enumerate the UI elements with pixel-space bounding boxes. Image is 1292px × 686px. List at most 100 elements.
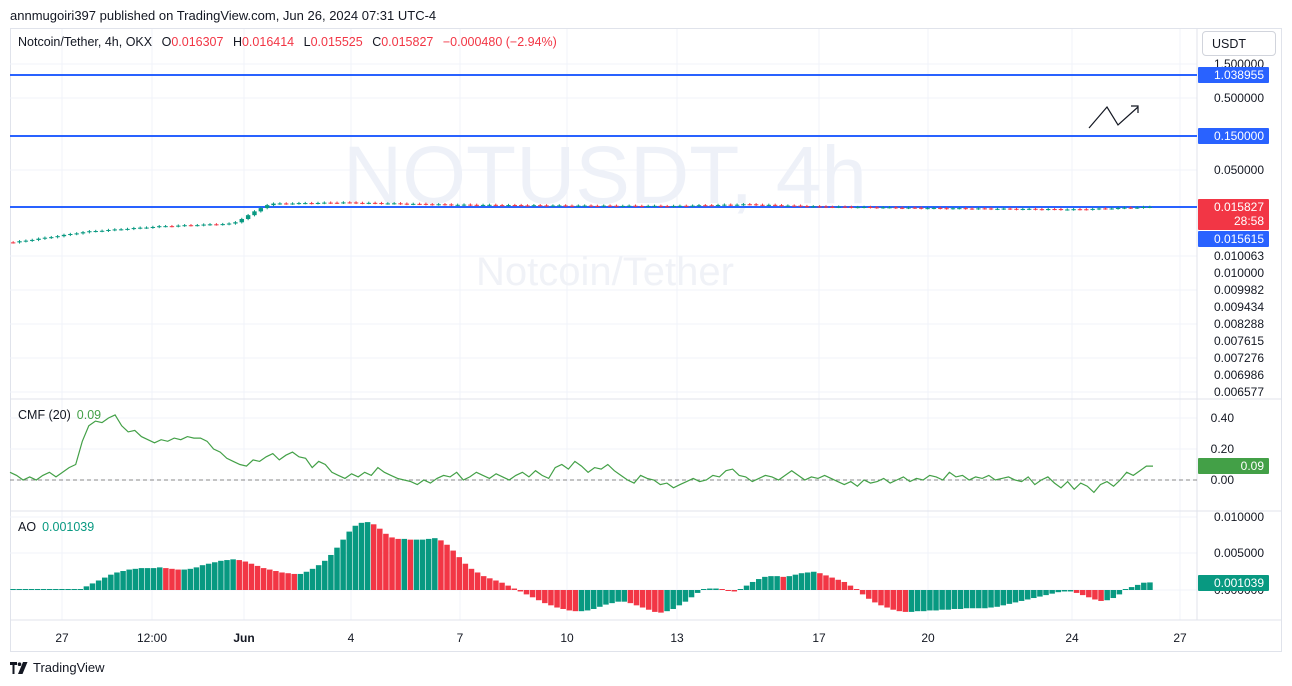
candle-body (461, 204, 467, 206)
ao-bar (401, 538, 407, 590)
ao-bar (242, 561, 249, 590)
candle-body (696, 205, 702, 207)
ao-bar (1141, 582, 1147, 590)
ao-bar (1006, 590, 1013, 604)
candle-body (741, 204, 746, 206)
ao-bar (163, 568, 169, 590)
ao-bar (138, 568, 145, 590)
ao-bar (835, 579, 841, 590)
ao-bar (725, 590, 731, 591)
ao-bar (792, 574, 799, 590)
ao-bar (829, 577, 835, 590)
ao-bar (309, 568, 316, 590)
previous-close-badge: 0.015615 (1198, 231, 1269, 247)
ao-bar (963, 590, 970, 609)
high-value: 0.016414 (241, 35, 295, 49)
candle-body (639, 205, 645, 207)
ao-bar (193, 567, 200, 590)
ao-bar (487, 578, 493, 590)
ao-bar (737, 589, 744, 590)
candle-body (372, 202, 378, 204)
ao-bar (254, 565, 261, 590)
time-axis[interactable]: 27 12:00 Jun 4 7 10 13 17 20 24 27 (55, 631, 1187, 645)
ao-legend[interactable]: AO 0.001039 (18, 520, 94, 534)
candle-body (1122, 207, 1127, 209)
ao-bar (890, 590, 896, 610)
time-tick-label: 7 (457, 631, 464, 645)
cmf-legend[interactable]: CMF (20) 0.09 (18, 408, 101, 422)
ao-bar (175, 569, 181, 590)
candle-body (150, 226, 156, 228)
candle-body (42, 237, 48, 239)
ao-bar (425, 538, 432, 590)
ao-bar (762, 576, 768, 590)
ao-bar (621, 590, 628, 602)
candle-body (1033, 208, 1038, 210)
ao-bar (340, 539, 346, 590)
ao-bar (633, 590, 640, 606)
cmf-tick-label: 0.40 (1211, 411, 1235, 425)
ao-bar (566, 590, 573, 611)
ao-bar (994, 590, 1000, 607)
chart-frame (10, 28, 1282, 652)
cmf-value-badge: 0.09 (1198, 458, 1269, 474)
ao-bar (199, 565, 206, 590)
candle-body (99, 230, 105, 232)
candle-body (855, 207, 860, 209)
ao-bar (1049, 590, 1055, 594)
ao-bar (700, 589, 707, 590)
ao-bar (285, 573, 291, 590)
ao-bar (456, 557, 463, 590)
price-tick-label: 0.010063 (1214, 249, 1264, 263)
candle-body (988, 208, 994, 210)
ao-bar (884, 590, 890, 608)
ao-bar (65, 589, 71, 590)
ao-value-badge: 0.001039 (1198, 575, 1269, 591)
candle-body (163, 226, 168, 228)
chart-grid (10, 29, 1197, 620)
candle-body (182, 225, 187, 227)
ao-bar (1067, 590, 1074, 592)
candle-body (811, 206, 816, 208)
ao-bar (212, 562, 218, 590)
candle-body (626, 205, 632, 207)
ao-bar (731, 590, 738, 592)
trend-arrow-icon[interactable] (1088, 105, 1139, 129)
tradingview-logo[interactable]: TradingView (10, 660, 105, 675)
price-axis[interactable]: 1.5000000.5000000.0500000.0100630.010000… (1214, 57, 1264, 399)
candle-body (1001, 208, 1006, 210)
symbol-name[interactable]: Notcoin/Tether, 4h, OKX (18, 35, 153, 49)
ao-bar (395, 538, 401, 590)
ao-bar (230, 559, 236, 590)
price-badge-mid-line: 0.150000 (1198, 128, 1269, 144)
candle-body (480, 204, 486, 206)
ao-bar (1012, 590, 1019, 603)
candle-body (722, 204, 727, 206)
ao-bar (969, 590, 976, 609)
candle-body (684, 205, 689, 207)
brand-name: TradingView (33, 660, 105, 675)
ao-bar (1147, 582, 1153, 590)
ao-bar (334, 547, 340, 590)
candle-body (607, 205, 613, 207)
price-badge-top-line: 1.038955 (1198, 67, 1269, 83)
candle-body (1052, 209, 1057, 211)
cmf-line (9, 414, 1153, 494)
candle-body (226, 223, 232, 225)
ao-bar (719, 589, 725, 590)
candle-body (315, 202, 321, 204)
candle-body (30, 239, 35, 241)
candle-body (468, 204, 473, 206)
candle-body (1084, 209, 1089, 211)
candle-body (1026, 208, 1032, 210)
candle-body (309, 203, 314, 205)
candle-body (303, 203, 308, 205)
currency-button[interactable]: USDT (1202, 31, 1276, 56)
candle-body (944, 208, 949, 210)
candle-body (74, 233, 79, 235)
candle-body (506, 205, 511, 207)
candle-body (493, 204, 498, 206)
candle-body (982, 208, 987, 210)
candle-body (614, 205, 619, 207)
